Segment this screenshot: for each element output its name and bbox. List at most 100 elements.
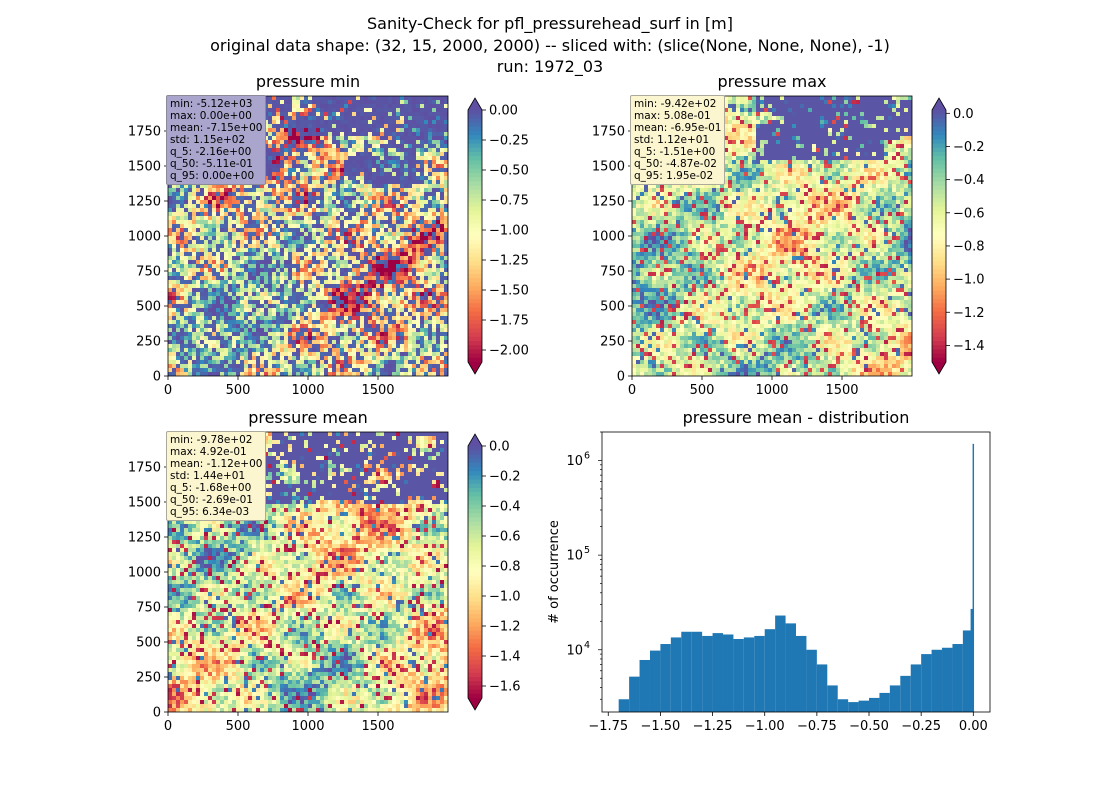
y-tick-label: 1250 bbox=[128, 195, 161, 210]
stats-mean-line: mean: -1.12e+00 bbox=[170, 458, 263, 470]
stats-mean-line: std: 1.44e+01 bbox=[170, 470, 246, 482]
y-tick-label: 250 bbox=[600, 335, 625, 350]
colorbar-tick-label: −1.4 bbox=[489, 650, 521, 665]
histogram-bar bbox=[952, 644, 963, 712]
stats-max-line: max: 5.08e-01 bbox=[634, 110, 711, 122]
stats-min-line: q_95: 0.00e+00 bbox=[170, 170, 255, 182]
y-tick-label: 250 bbox=[136, 671, 161, 686]
stats-box-min: min: -5.12e+03 max: 0.00e+00 mean: -7.15… bbox=[166, 95, 267, 185]
histogram-bar bbox=[942, 647, 953, 712]
x-tick-label: −0.75 bbox=[797, 719, 837, 734]
y-tick-label: 1000 bbox=[128, 566, 161, 581]
y-tick-label: 500 bbox=[136, 636, 161, 651]
colorbar-tick-label: −0.8 bbox=[489, 560, 521, 575]
y-tick-label: 1000 bbox=[592, 230, 625, 245]
colorbar-tick-label: −1.4 bbox=[953, 339, 985, 354]
histogram-bar bbox=[629, 676, 640, 712]
y-tick-label: 1750 bbox=[128, 125, 161, 140]
stats-mean-line: max: 4.92e-01 bbox=[170, 446, 247, 458]
x-tick-label: −1.00 bbox=[745, 719, 785, 734]
y-tick-label: 1250 bbox=[592, 195, 625, 210]
x-tick-label: 1000 bbox=[291, 383, 324, 398]
figure-title-line-2: original data shape: (32, 15, 2000, 2000… bbox=[210, 36, 890, 55]
histogram-bar bbox=[869, 697, 880, 712]
stats-mean-line: q_5: -1.68e+00 bbox=[170, 482, 252, 494]
x-tick-label: 0.00 bbox=[959, 719, 988, 734]
colorbar-tick-label: −0.25 bbox=[489, 134, 529, 149]
colorbar-extend-top bbox=[932, 98, 946, 110]
colorbar-tick-label: −0.75 bbox=[489, 194, 529, 209]
y-tick-exponent: 5 bbox=[584, 545, 590, 556]
histogram-bar bbox=[806, 649, 817, 712]
y-tick-label: 1000 bbox=[128, 230, 161, 245]
stats-min-line: mean: -7.15e+00 bbox=[170, 122, 263, 134]
stats-min-line: max: 0.00e+00 bbox=[170, 110, 252, 122]
histogram-bar bbox=[796, 635, 807, 712]
histogram-bar bbox=[618, 699, 630, 712]
colorbar-tick-label: −2.00 bbox=[489, 344, 529, 359]
histogram-bar bbox=[962, 630, 974, 712]
colorbar-tick-label: −0.2 bbox=[489, 470, 521, 485]
histogram-bar bbox=[837, 699, 849, 712]
colorbar-extend-bottom bbox=[468, 362, 482, 374]
y-tick-label: 10 bbox=[566, 549, 583, 564]
stats-max-line: q_50: -4.87e-02 bbox=[634, 158, 717, 170]
y-tick-label: 750 bbox=[600, 265, 625, 280]
stats-max-line: std: 1.12e+01 bbox=[634, 134, 710, 146]
colorbar-extend-top bbox=[468, 434, 482, 446]
histogram-bar bbox=[970, 608, 974, 712]
stats-box-mean: min: -9.78e+02 max: 4.92e-01 mean: -1.12… bbox=[166, 431, 267, 521]
y-tick-label: 1500 bbox=[128, 496, 161, 511]
histogram-bar bbox=[827, 685, 838, 712]
y-tick-label: 0 bbox=[153, 370, 161, 385]
histogram-bar bbox=[754, 635, 765, 712]
colorbar-tick-label: −0.8 bbox=[953, 239, 985, 254]
histogram-bar bbox=[712, 633, 723, 712]
histogram-frame bbox=[601, 431, 991, 713]
histogram-bar bbox=[900, 675, 911, 712]
x-tick-label: −0.50 bbox=[849, 719, 889, 734]
histogram-bar bbox=[775, 615, 786, 712]
heatmap-min-axes: 0 500 1000 1500 0 250 500 750 1000 1250 1500 1750 bbox=[128, 125, 395, 399]
y-tick-label: 1250 bbox=[128, 531, 161, 546]
stats-max-line: min: -9.42e+02 bbox=[634, 98, 717, 110]
histogram-bar bbox=[848, 702, 859, 712]
y-tick-label: 500 bbox=[136, 300, 161, 315]
histogram-bar bbox=[660, 644, 671, 712]
colorbar-tick-label: −0.50 bbox=[489, 164, 529, 179]
histogram-bar bbox=[670, 637, 682, 712]
heatmap-mean-axes: 0 500 1000 1500 0 250 500 750 1000 1250 1500 1750 bbox=[128, 461, 395, 735]
colorbar-extend-bottom bbox=[932, 362, 946, 374]
x-tick-label: −1.50 bbox=[640, 719, 680, 734]
stats-min-line: q_5: -2.16e+00 bbox=[170, 146, 252, 158]
x-tick-label: 1000 bbox=[291, 719, 324, 734]
histogram-bar bbox=[921, 654, 932, 712]
histogram-bar bbox=[649, 650, 661, 712]
colorbar-extend-top bbox=[468, 98, 482, 110]
x-tick-label: −0.25 bbox=[901, 719, 941, 734]
histogram-bar bbox=[879, 692, 890, 712]
histogram-title: pressure mean - distribution bbox=[682, 408, 910, 427]
colorbar-tick-label: −1.0 bbox=[489, 590, 521, 605]
y-tick-label: 0 bbox=[617, 370, 625, 385]
stats-max-line: q_95: 1.95e-02 bbox=[634, 170, 714, 182]
y-tick-label: 0 bbox=[153, 706, 161, 721]
panel-min-title: pressure min bbox=[255, 72, 361, 91]
y-tick-exponent: 6 bbox=[584, 450, 590, 461]
colorbar-tick-label: −1.2 bbox=[953, 306, 985, 321]
y-tick-label: 10 bbox=[566, 454, 583, 469]
colorbar-tick-label: 0.0 bbox=[489, 440, 510, 455]
x-tick-label: 1500 bbox=[361, 719, 394, 734]
stats-min-line: min: -5.12e+03 bbox=[170, 98, 253, 110]
y-tick-label: 1750 bbox=[592, 125, 625, 140]
figure-title-line-3: run: 1972_03 bbox=[496, 57, 604, 76]
colorbar-tick-label: 0.0 bbox=[953, 107, 974, 122]
histogram-axes: −1.75 −1.50 −1.25 −1.00 −0.75 −0.50 −0.25 0.00 1… bbox=[547, 431, 988, 734]
histogram-bar bbox=[743, 637, 755, 712]
histogram-bar bbox=[972, 443, 975, 712]
histogram-bar bbox=[858, 700, 870, 712]
stats-max-line: q_5: -1.51e+00 bbox=[634, 146, 716, 158]
colorbar-tick-label: −0.4 bbox=[953, 173, 985, 188]
x-tick-label: 1500 bbox=[825, 383, 858, 398]
